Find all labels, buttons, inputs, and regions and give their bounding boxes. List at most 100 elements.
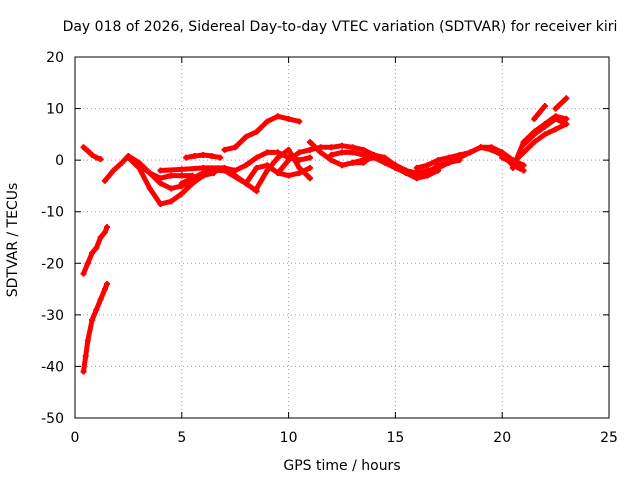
data-point [381,157,388,164]
data-point [424,162,431,169]
data-point [531,139,538,146]
data-point [520,167,527,174]
data-point [509,164,516,171]
data-point [552,105,559,112]
data-point [541,102,548,109]
data-point [306,164,313,171]
data-point [101,177,108,184]
data-point [424,170,431,177]
data-point [445,159,452,166]
data-point [349,149,356,156]
data-point [208,153,215,160]
data-point [371,154,378,161]
data-point [89,249,96,256]
data-point [264,118,271,125]
y-tick-label: 0 [55,153,64,169]
data-point [125,154,132,161]
data-point [221,167,228,174]
data-point [168,172,175,179]
series-trace-pass-c [81,281,110,375]
data-point [221,146,228,153]
data-point [80,144,87,151]
data-point [93,154,100,161]
data-point [296,164,303,171]
x-tick-label: 10 [280,430,298,446]
data-point [146,170,153,177]
data-point [118,159,125,166]
y-tick-label: -20 [41,256,64,272]
data-point [435,157,442,164]
data-point [104,280,111,287]
data-point [274,113,281,120]
x-tick-label: 0 [71,430,80,446]
data-point [136,162,143,169]
data-point [253,154,260,161]
data-point [456,157,463,164]
data-point [84,337,91,344]
data-point [200,164,207,171]
series-trace-pass-v [553,95,569,112]
y-tick-label: 20 [46,50,64,66]
data-point [306,175,313,182]
data-point [456,151,463,158]
data-point [242,180,249,187]
data-point [89,317,96,324]
data-point [253,128,260,135]
data-point [317,149,324,156]
data-point [296,149,303,156]
data-point [84,147,91,154]
data-point [445,154,452,161]
data-point [157,167,164,174]
data-point [253,164,260,171]
y-tick-label: -40 [41,359,64,375]
data-point [274,149,281,156]
plot-frame [74,56,610,419]
data-point [97,234,104,241]
series-trace-pass-l [254,147,313,191]
data-point [178,190,185,197]
data-point [232,144,239,151]
data-point [217,154,224,161]
data-point [274,154,281,161]
data-point [328,144,335,151]
data-point [178,166,185,173]
series-trace-pass-u [531,103,548,122]
data-point [520,162,527,169]
data-point [541,131,548,138]
data-point [306,139,313,146]
x-tick-label: 20 [493,430,511,446]
x-tick-label: 25 [600,430,618,446]
data-point [274,170,281,177]
data-point [84,260,91,267]
y-tick-label: 10 [46,102,64,118]
data-point [191,153,198,160]
y-tick-label: -10 [41,205,64,221]
data-point [499,154,506,161]
data-point [101,229,108,236]
data-point [552,115,559,122]
data-point [413,164,420,171]
data-point [435,167,442,174]
data-point [360,151,367,158]
chart-title: Day 018 of 2026, Sidereal Day-to-day VTE… [63,19,618,35]
data-point [328,151,335,158]
x-tick-label: 15 [386,430,404,446]
data-point [306,154,313,161]
data-point [563,121,570,128]
data-point [200,170,207,177]
y-tick-label: -50 [41,411,64,427]
data-point [89,151,96,158]
data-point [285,115,292,122]
data-point [413,172,420,179]
data-point [242,162,249,169]
data-point [183,154,190,161]
data-point [552,126,559,133]
data-point [178,180,185,187]
data-point [97,156,104,163]
data-point [339,162,345,169]
series-trace-pass-b [81,224,110,277]
data-point [392,162,399,169]
data-point [285,157,292,164]
y-axis-label: SDTVAR / TECUs [5,183,21,298]
